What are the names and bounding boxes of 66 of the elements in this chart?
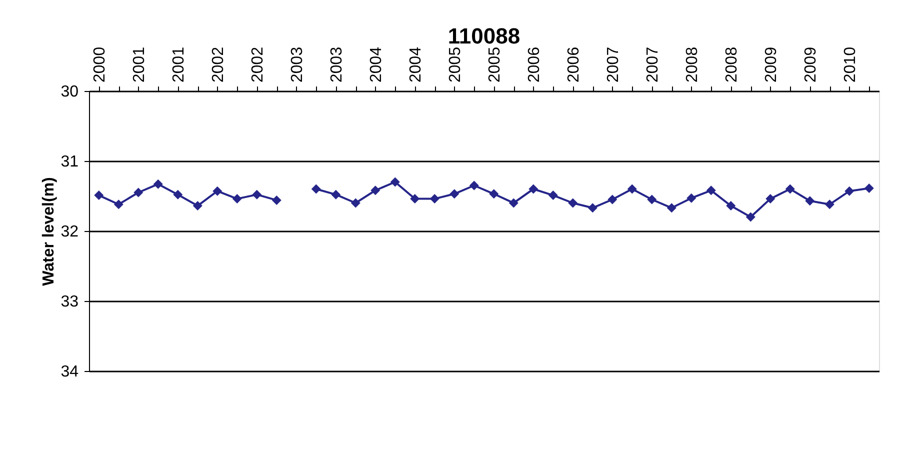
point — [666, 203, 676, 213]
point — [350, 198, 360, 208]
point — [785, 184, 795, 194]
point — [114, 200, 124, 210]
point — [508, 198, 518, 208]
point — [489, 189, 499, 199]
x-tick-label: 2006 — [565, 46, 582, 82]
point — [272, 195, 282, 205]
point — [608, 194, 618, 204]
y-tick-label: 33 — [60, 294, 79, 310]
chart-title: 110088 — [448, 23, 520, 48]
x-tick-label: 2008 — [723, 46, 740, 82]
point — [192, 201, 202, 211]
x-tick-label: 2003 — [288, 46, 306, 82]
point — [726, 201, 736, 211]
x-tick-label: 2006 — [526, 46, 543, 82]
y-tick-label: 30 — [60, 84, 79, 100]
point — [430, 194, 440, 204]
point — [528, 184, 538, 194]
x-tick-label: 2001 — [170, 46, 188, 82]
point — [450, 189, 460, 199]
point — [390, 177, 400, 187]
x-tick-label: 2008 — [684, 46, 701, 82]
y-tick-label: 31 — [60, 154, 79, 170]
point — [864, 184, 874, 194]
point — [627, 184, 637, 194]
x-tick-label: 2004 — [368, 46, 385, 82]
x-tick-label: 2010 — [842, 46, 859, 82]
point — [844, 186, 854, 196]
x-tick-label: 2005 — [486, 46, 504, 82]
point — [824, 200, 834, 210]
x-tick-label: 2002 — [249, 46, 266, 82]
x-tick-label: 2009 — [762, 46, 780, 82]
point — [252, 190, 262, 200]
x-tick-label: 2001 — [130, 46, 148, 82]
x-tick-label: 2009 — [802, 46, 820, 82]
point — [706, 186, 716, 196]
x-tick-label: 2007 — [644, 46, 662, 82]
x-tick-label: 2003 — [328, 46, 346, 82]
y-tick-label: 34 — [60, 364, 79, 380]
x-tick-label: 2007 — [604, 46, 622, 82]
point — [173, 190, 183, 200]
point — [469, 180, 479, 190]
point — [647, 194, 657, 204]
point — [94, 190, 104, 200]
y-axis-title: Water level(m) — [40, 177, 58, 286]
point — [686, 193, 696, 203]
x-tick-label: 2002 — [210, 46, 227, 82]
point — [232, 194, 242, 204]
point — [548, 190, 558, 200]
point — [370, 186, 380, 196]
x-tick-label: 2000 — [91, 46, 108, 82]
x-tick-label: 2005 — [446, 46, 464, 82]
point — [568, 198, 578, 208]
point — [331, 190, 341, 200]
point — [153, 179, 163, 189]
point — [588, 203, 598, 213]
y-tick-label: 32 — [60, 224, 79, 240]
x-tick-label: 2004 — [407, 46, 424, 82]
point — [766, 194, 776, 204]
point — [311, 184, 321, 194]
point — [805, 196, 815, 206]
point — [212, 186, 222, 196]
point — [746, 212, 756, 222]
point — [134, 188, 144, 198]
point — [410, 194, 420, 204]
